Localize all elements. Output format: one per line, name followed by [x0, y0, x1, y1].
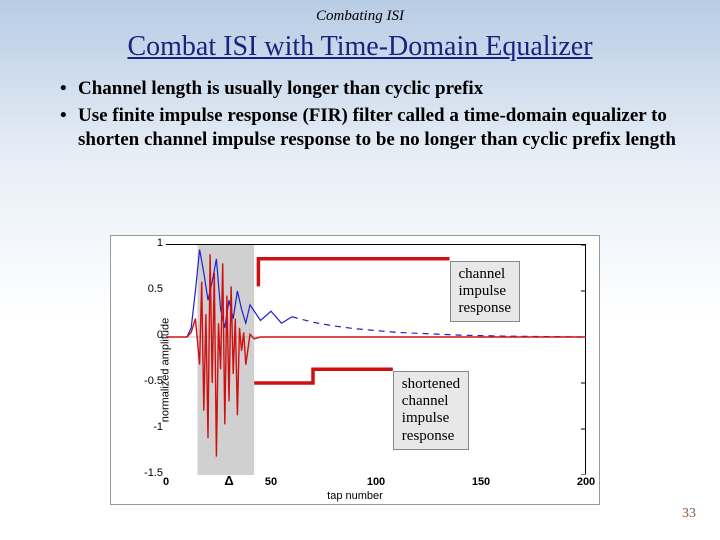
y-tick-label: 0 [141, 329, 163, 341]
slide-title: Combat ISI with Time-Domain Equalizer [0, 25, 720, 77]
section-header: Combating ISI [0, 0, 720, 25]
bullet-item: Use finite impulse response (FIR) filter… [60, 104, 680, 153]
callout-shortened-impulse: shortenedchannelimpulseresponse [393, 371, 469, 450]
x-tick-label: 100 [367, 476, 385, 488]
plot-svg [166, 245, 586, 475]
x-tick-label: 50 [265, 476, 277, 488]
chart-container: normalized amplitude tap number -1.5-1-0… [110, 235, 600, 505]
y-tick-label: -1 [141, 421, 163, 433]
page-number: 33 [682, 506, 696, 522]
delta-label: Δ [224, 473, 233, 488]
x-tick-label: 150 [472, 476, 490, 488]
plot-area [166, 244, 586, 474]
x-tick-label: 0 [163, 476, 169, 488]
y-tick-label: 0.5 [141, 283, 163, 295]
y-tick-label: -0.5 [141, 375, 163, 387]
bullet-item: Channel length is usually longer than cy… [60, 77, 680, 102]
x-axis-label: tap number [327, 490, 383, 502]
y-tick-label: -1.5 [141, 467, 163, 479]
callout-channel-impulse: channelimpulseresponse [450, 261, 521, 323]
x-tick-label: 200 [577, 476, 595, 488]
bullet-list: Channel length is usually longer than cy… [0, 77, 720, 153]
y-tick-label: 1 [141, 237, 163, 249]
